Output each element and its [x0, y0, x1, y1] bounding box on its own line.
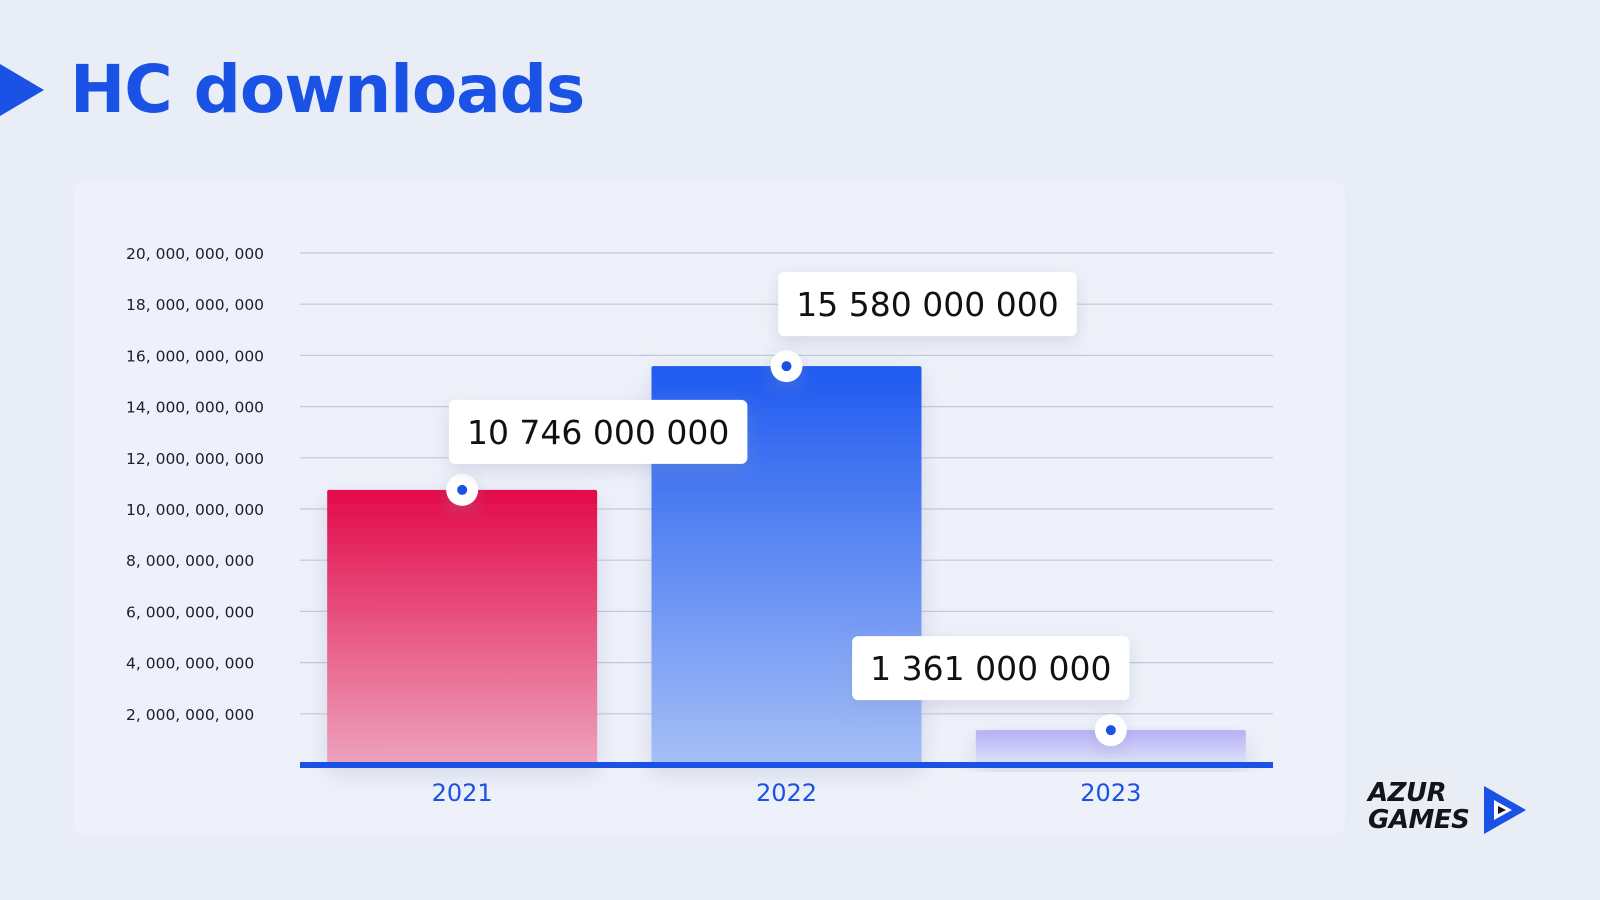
value-marker-dot	[781, 361, 792, 372]
value-callout: 1 361 000 000	[852, 636, 1130, 701]
logo-line-azur: AZUR	[1368, 778, 1447, 808]
y-tick-label: 2, 000, 000, 000	[126, 706, 254, 724]
value-label: 1 361 000 000	[870, 649, 1111, 688]
y-tick-label: 20, 000, 000, 000	[126, 245, 264, 263]
x-tick-label: 2021	[432, 779, 493, 807]
page-title: HC downloads	[70, 51, 585, 128]
azur-games-logo: AZUR GAMES	[1368, 780, 1528, 840]
bar-2023	[975, 730, 1246, 765]
y-tick-label: 6, 000, 000, 000	[126, 603, 254, 621]
x-tick-label: 2022	[756, 779, 817, 807]
logo-line-games: GAMES	[1368, 805, 1470, 835]
value-callout-box	[852, 636, 1130, 701]
value-callout: 10 746 000 000	[448, 399, 748, 464]
value-callout: 15 580 000 000	[778, 272, 1077, 337]
value-callout-box	[778, 272, 1077, 337]
value-callout-box	[448, 399, 748, 464]
bar-2021	[327, 489, 598, 765]
play-triangle-logo-icon	[1484, 786, 1526, 834]
y-tick-label: 8, 000, 000, 000	[126, 552, 254, 570]
value-label: 10 746 000 000	[467, 413, 729, 452]
y-tick-label: 12, 000, 000, 000	[126, 450, 264, 468]
value-marker-dot	[1105, 725, 1116, 736]
title-arrow-icon	[0, 64, 44, 116]
y-tick-label: 4, 000, 000, 000	[126, 655, 254, 673]
y-tick-label: 16, 000, 000, 000	[126, 347, 264, 365]
y-tick-label: 14, 000, 000, 000	[126, 399, 264, 417]
y-tick-label: 18, 000, 000, 000	[126, 296, 264, 314]
value-marker-dot	[457, 484, 468, 495]
logo-wordmark: AZUR GAMES	[1368, 778, 1470, 835]
y-tick-label: 10, 000, 000, 000	[126, 501, 264, 519]
value-label: 15 580 000 000	[796, 285, 1058, 324]
x-tick-label: 2023	[1080, 779, 1141, 807]
